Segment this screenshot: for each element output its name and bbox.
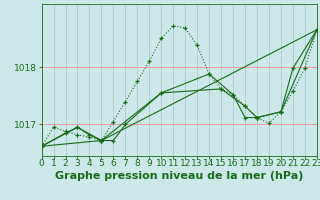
- X-axis label: Graphe pression niveau de la mer (hPa): Graphe pression niveau de la mer (hPa): [55, 171, 303, 181]
